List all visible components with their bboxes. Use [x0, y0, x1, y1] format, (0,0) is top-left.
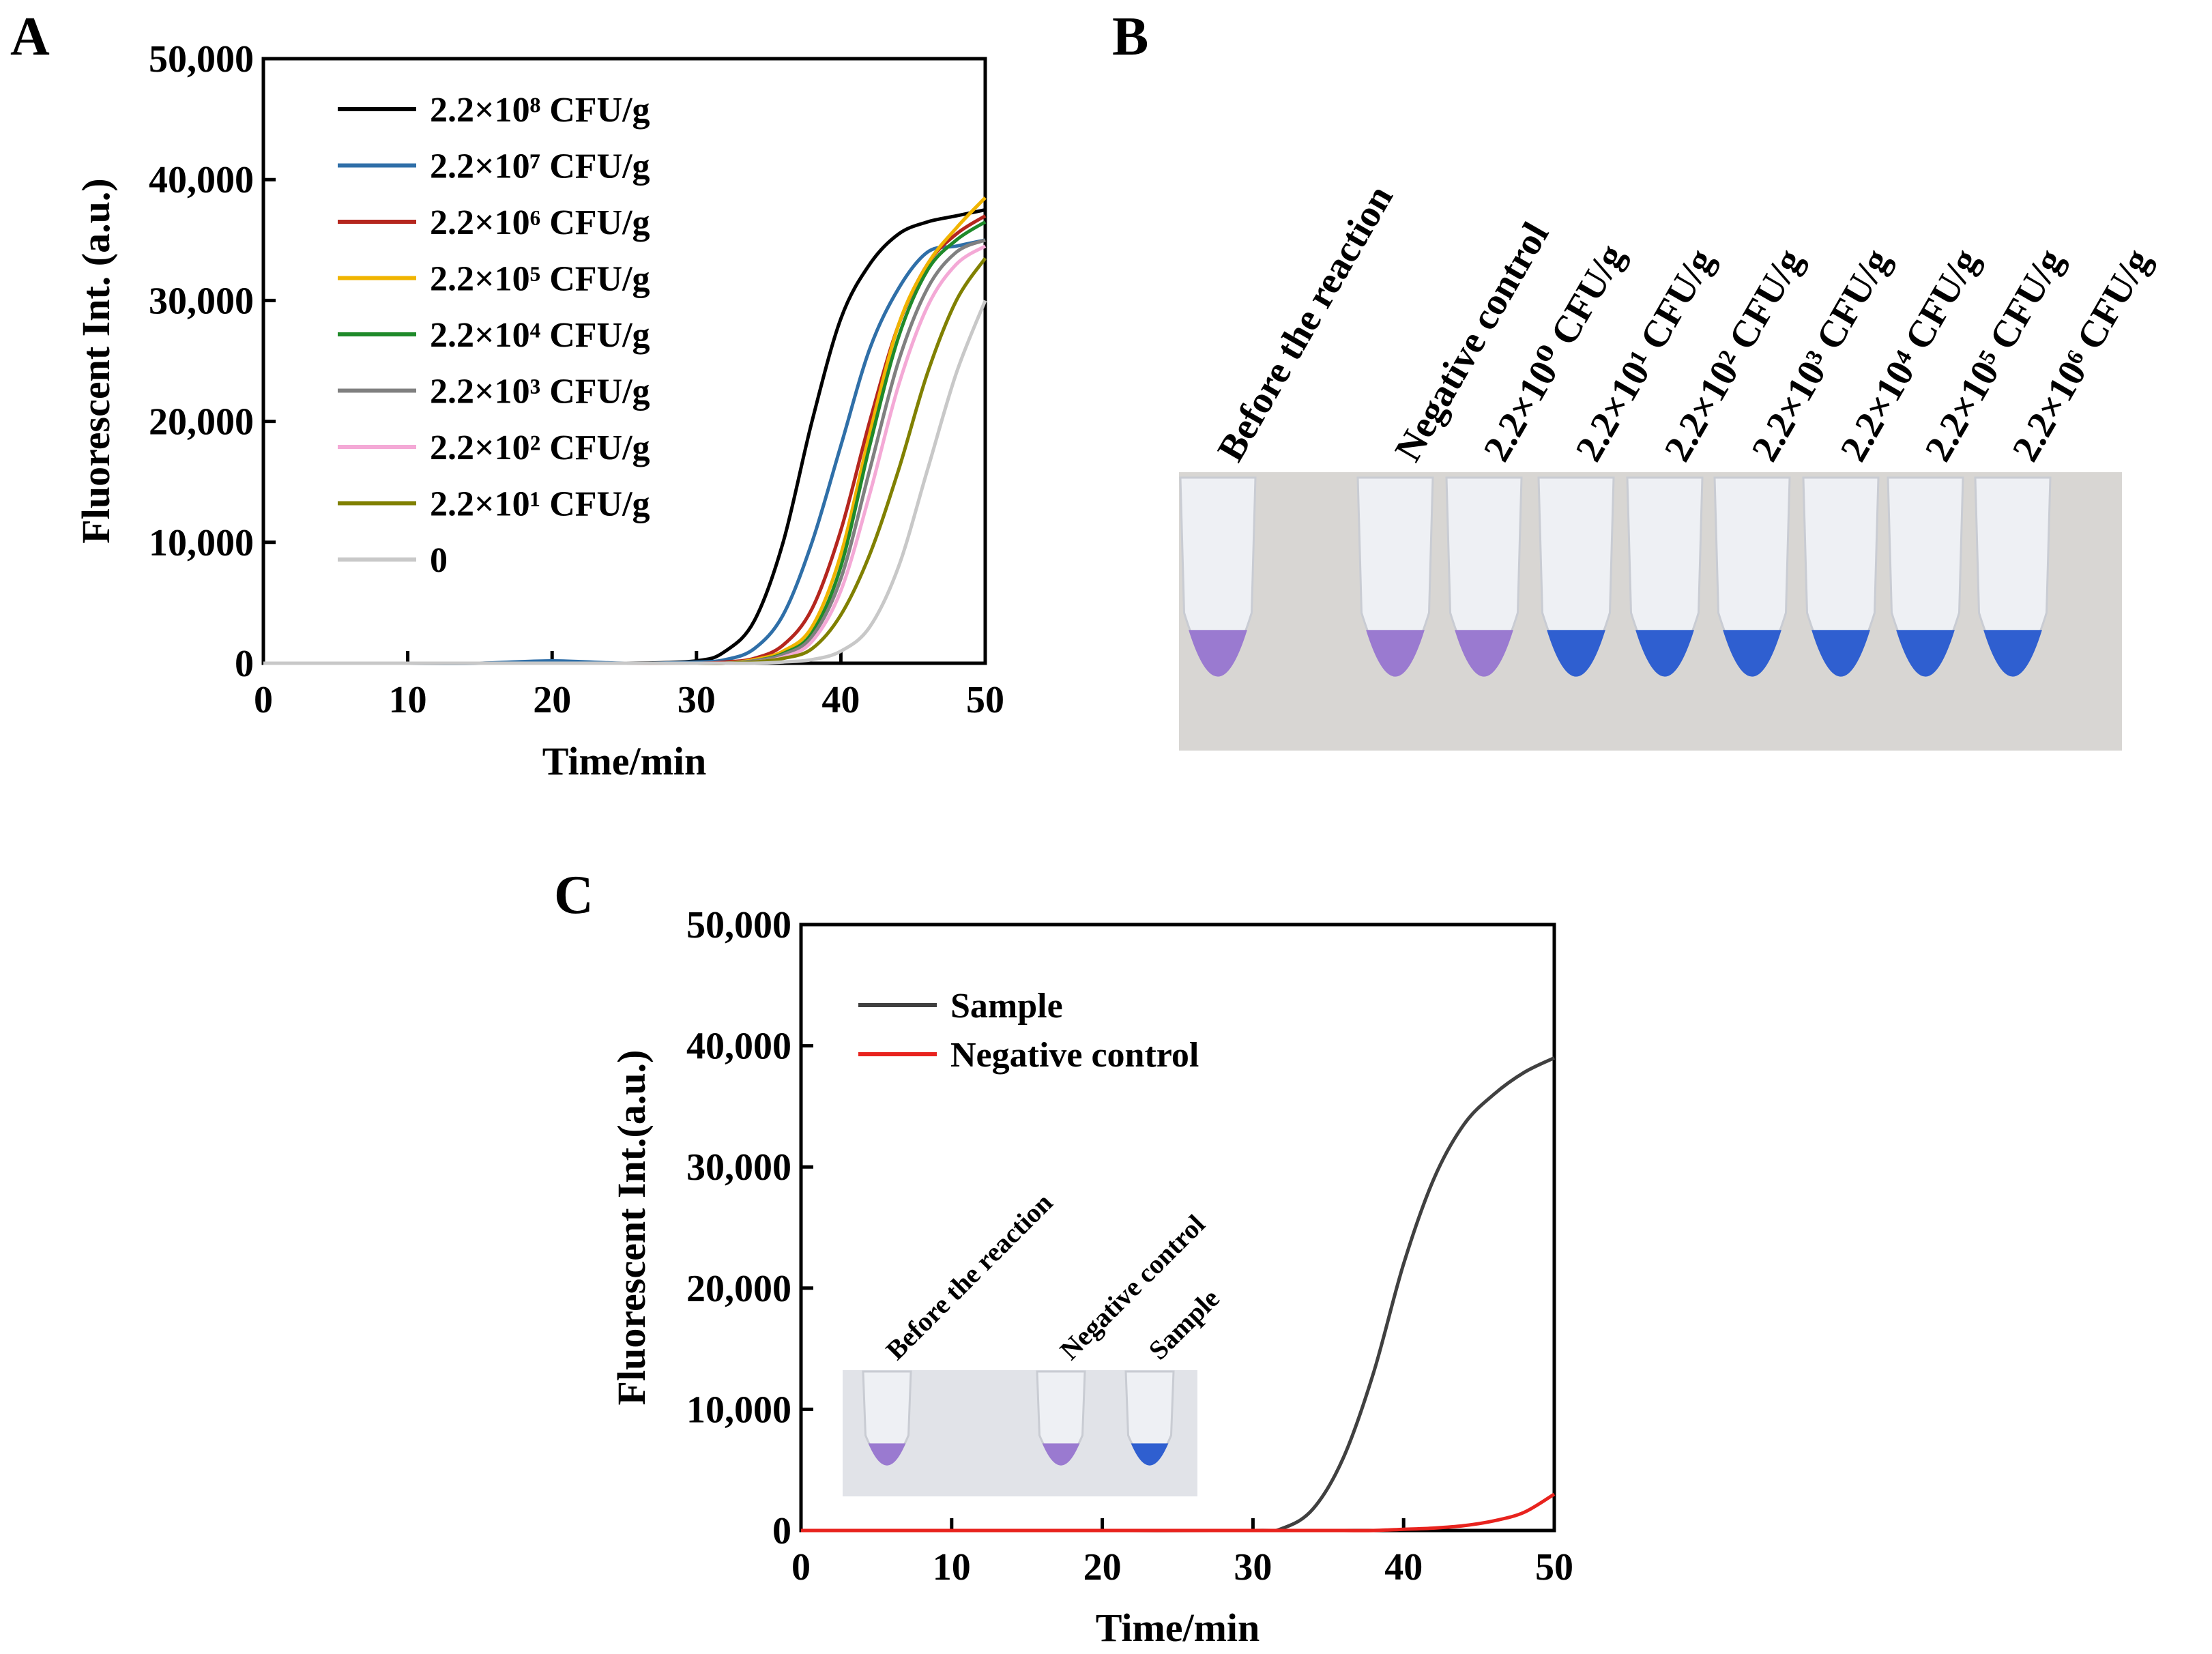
panel-c-x-axis-label: Time/min — [1096, 1606, 1260, 1650]
panel-a-legend-label: 2.2×10⁶ CFU/g — [430, 203, 650, 242]
panel-c-x-tick-label: 0 — [791, 1546, 811, 1588]
panel-c-inset-label: Before the reaction — [880, 1187, 1059, 1366]
tube-liquid — [1189, 630, 1247, 677]
panel-c-y-tick-label: 0 — [772, 1510, 791, 1552]
reaction-tube — [1179, 476, 1257, 677]
panel-a-label: A — [10, 7, 50, 67]
panel-b-label: B — [1112, 7, 1148, 67]
tube-liquid — [1723, 630, 1781, 677]
panel-b-tube-label: Before the reaction — [1210, 178, 1401, 468]
panel-a-y-tick-label: 30,000 — [149, 280, 254, 322]
inset-tube — [1036, 1370, 1086, 1466]
reaction-tube — [1887, 476, 1964, 677]
panel-a-legend-label: 2.2×10⁵ CFU/g — [430, 260, 650, 299]
reaction-tube — [1626, 476, 1704, 677]
tube-liquid — [1042, 1443, 1080, 1466]
reaction-tube — [1713, 476, 1791, 677]
panel-a-legend-label: 2.2×10⁷ CFU/g — [430, 147, 650, 186]
panel-a-legend-label: 2.2×10⁸ CFU/g — [430, 91, 650, 130]
panel-c-y-tick-label: 50,000 — [686, 904, 791, 946]
reaction-tube — [1537, 476, 1615, 677]
reaction-tube — [1445, 476, 1523, 677]
panel-a-y-tick-label: 10,000 — [149, 522, 254, 564]
tube-liquid — [1983, 630, 2042, 677]
panel-a-series-line — [263, 300, 987, 665]
panel-a-legend-label: 2.2×10⁴ CFU/g — [430, 316, 650, 355]
tube-liquid — [1455, 630, 1513, 677]
reaction-tube — [1802, 476, 1880, 677]
inset-tube — [1124, 1370, 1175, 1466]
tube-liquid — [1635, 630, 1694, 677]
panel-c-y-tick-label: 20,000 — [686, 1268, 791, 1310]
tube-liquid — [1811, 630, 1870, 677]
panel-c-x-tick-label: 40 — [1384, 1546, 1423, 1588]
panel-c-y-tick-label: 30,000 — [686, 1146, 791, 1189]
tube-liquid — [1896, 630, 1955, 677]
panel-c-legend-label: Sample — [950, 987, 1063, 1026]
panel-c-y-axis-label: Fluorescent Int.(a.u.) — [609, 1050, 654, 1406]
panel-a-x-tick-label: 0 — [254, 679, 273, 721]
panel-a-legend-label: 2.2×10² CFU/g — [430, 429, 650, 467]
panel-c-y-tick-label: 40,000 — [686, 1026, 791, 1068]
panel-c-x-tick-label: 20 — [1083, 1546, 1122, 1588]
panel-c-x-tick-label: 30 — [1234, 1546, 1272, 1588]
panel-c-x-tick-label: 10 — [933, 1546, 971, 1588]
tube-liquid — [1131, 1443, 1169, 1466]
panel-a-x-tick-label: 20 — [533, 679, 571, 721]
panel-c-inset-label: Sample — [1143, 1283, 1225, 1365]
panel-a-y-axis-label: Fluorescent Int. (a.u.) — [74, 178, 118, 543]
panel-a-y-tick-label: 20,000 — [149, 401, 254, 444]
panel-c-x-tick-label: 50 — [1535, 1546, 1573, 1588]
inset-tube — [862, 1370, 912, 1466]
panel-a-x-axis-label: Time/min — [542, 739, 707, 783]
panel-c-y-tick-label: 10,000 — [686, 1389, 791, 1431]
panel-a-legend-label: 0 — [430, 541, 448, 580]
panel-a-legend: 2.2×10⁸ CFU/g 2.2×10⁷ CFU/g 2.2×10⁶ CFU/g 2… — [338, 91, 650, 580]
panel-a-x-tick-label: 40 — [821, 679, 860, 721]
reaction-tube — [1974, 476, 2052, 677]
tube-liquid — [1547, 630, 1605, 677]
panel-c-label: C — [554, 865, 594, 925]
panel-c-series-line — [801, 1492, 1556, 1533]
panel-a-x-tick-label: 50 — [966, 679, 1004, 721]
panel-a-legend-label: 2.2×10³ CFU/g — [430, 373, 650, 411]
panel-c-legend-label: Negative control — [950, 1036, 1199, 1075]
panel-a-y-tick-label: 0 — [235, 643, 254, 685]
panel-a-y-tick-label: 50,000 — [149, 38, 254, 81]
panel-a-x-tick-label: 30 — [678, 679, 716, 721]
panel-a-y-tick-label: 40,000 — [149, 159, 254, 201]
tube-liquid — [868, 1443, 906, 1466]
panel-a-x-tick-label: 10 — [389, 679, 427, 721]
panel-a: A 0 10 20 30 40 50 0 10,000 20,000 30,000 40,000 50… — [10, 7, 1004, 783]
panel-c-legend: Sample Negative control — [858, 987, 1199, 1075]
panel-c: C 0 10 20 30 40 50 0 10,000 20,000 30,000 40,000 50… — [554, 865, 1573, 1650]
reaction-tube — [1356, 476, 1434, 677]
tube-liquid — [1366, 630, 1425, 677]
panel-a-legend-label: 2.2×10¹ CFU/g — [430, 485, 650, 524]
